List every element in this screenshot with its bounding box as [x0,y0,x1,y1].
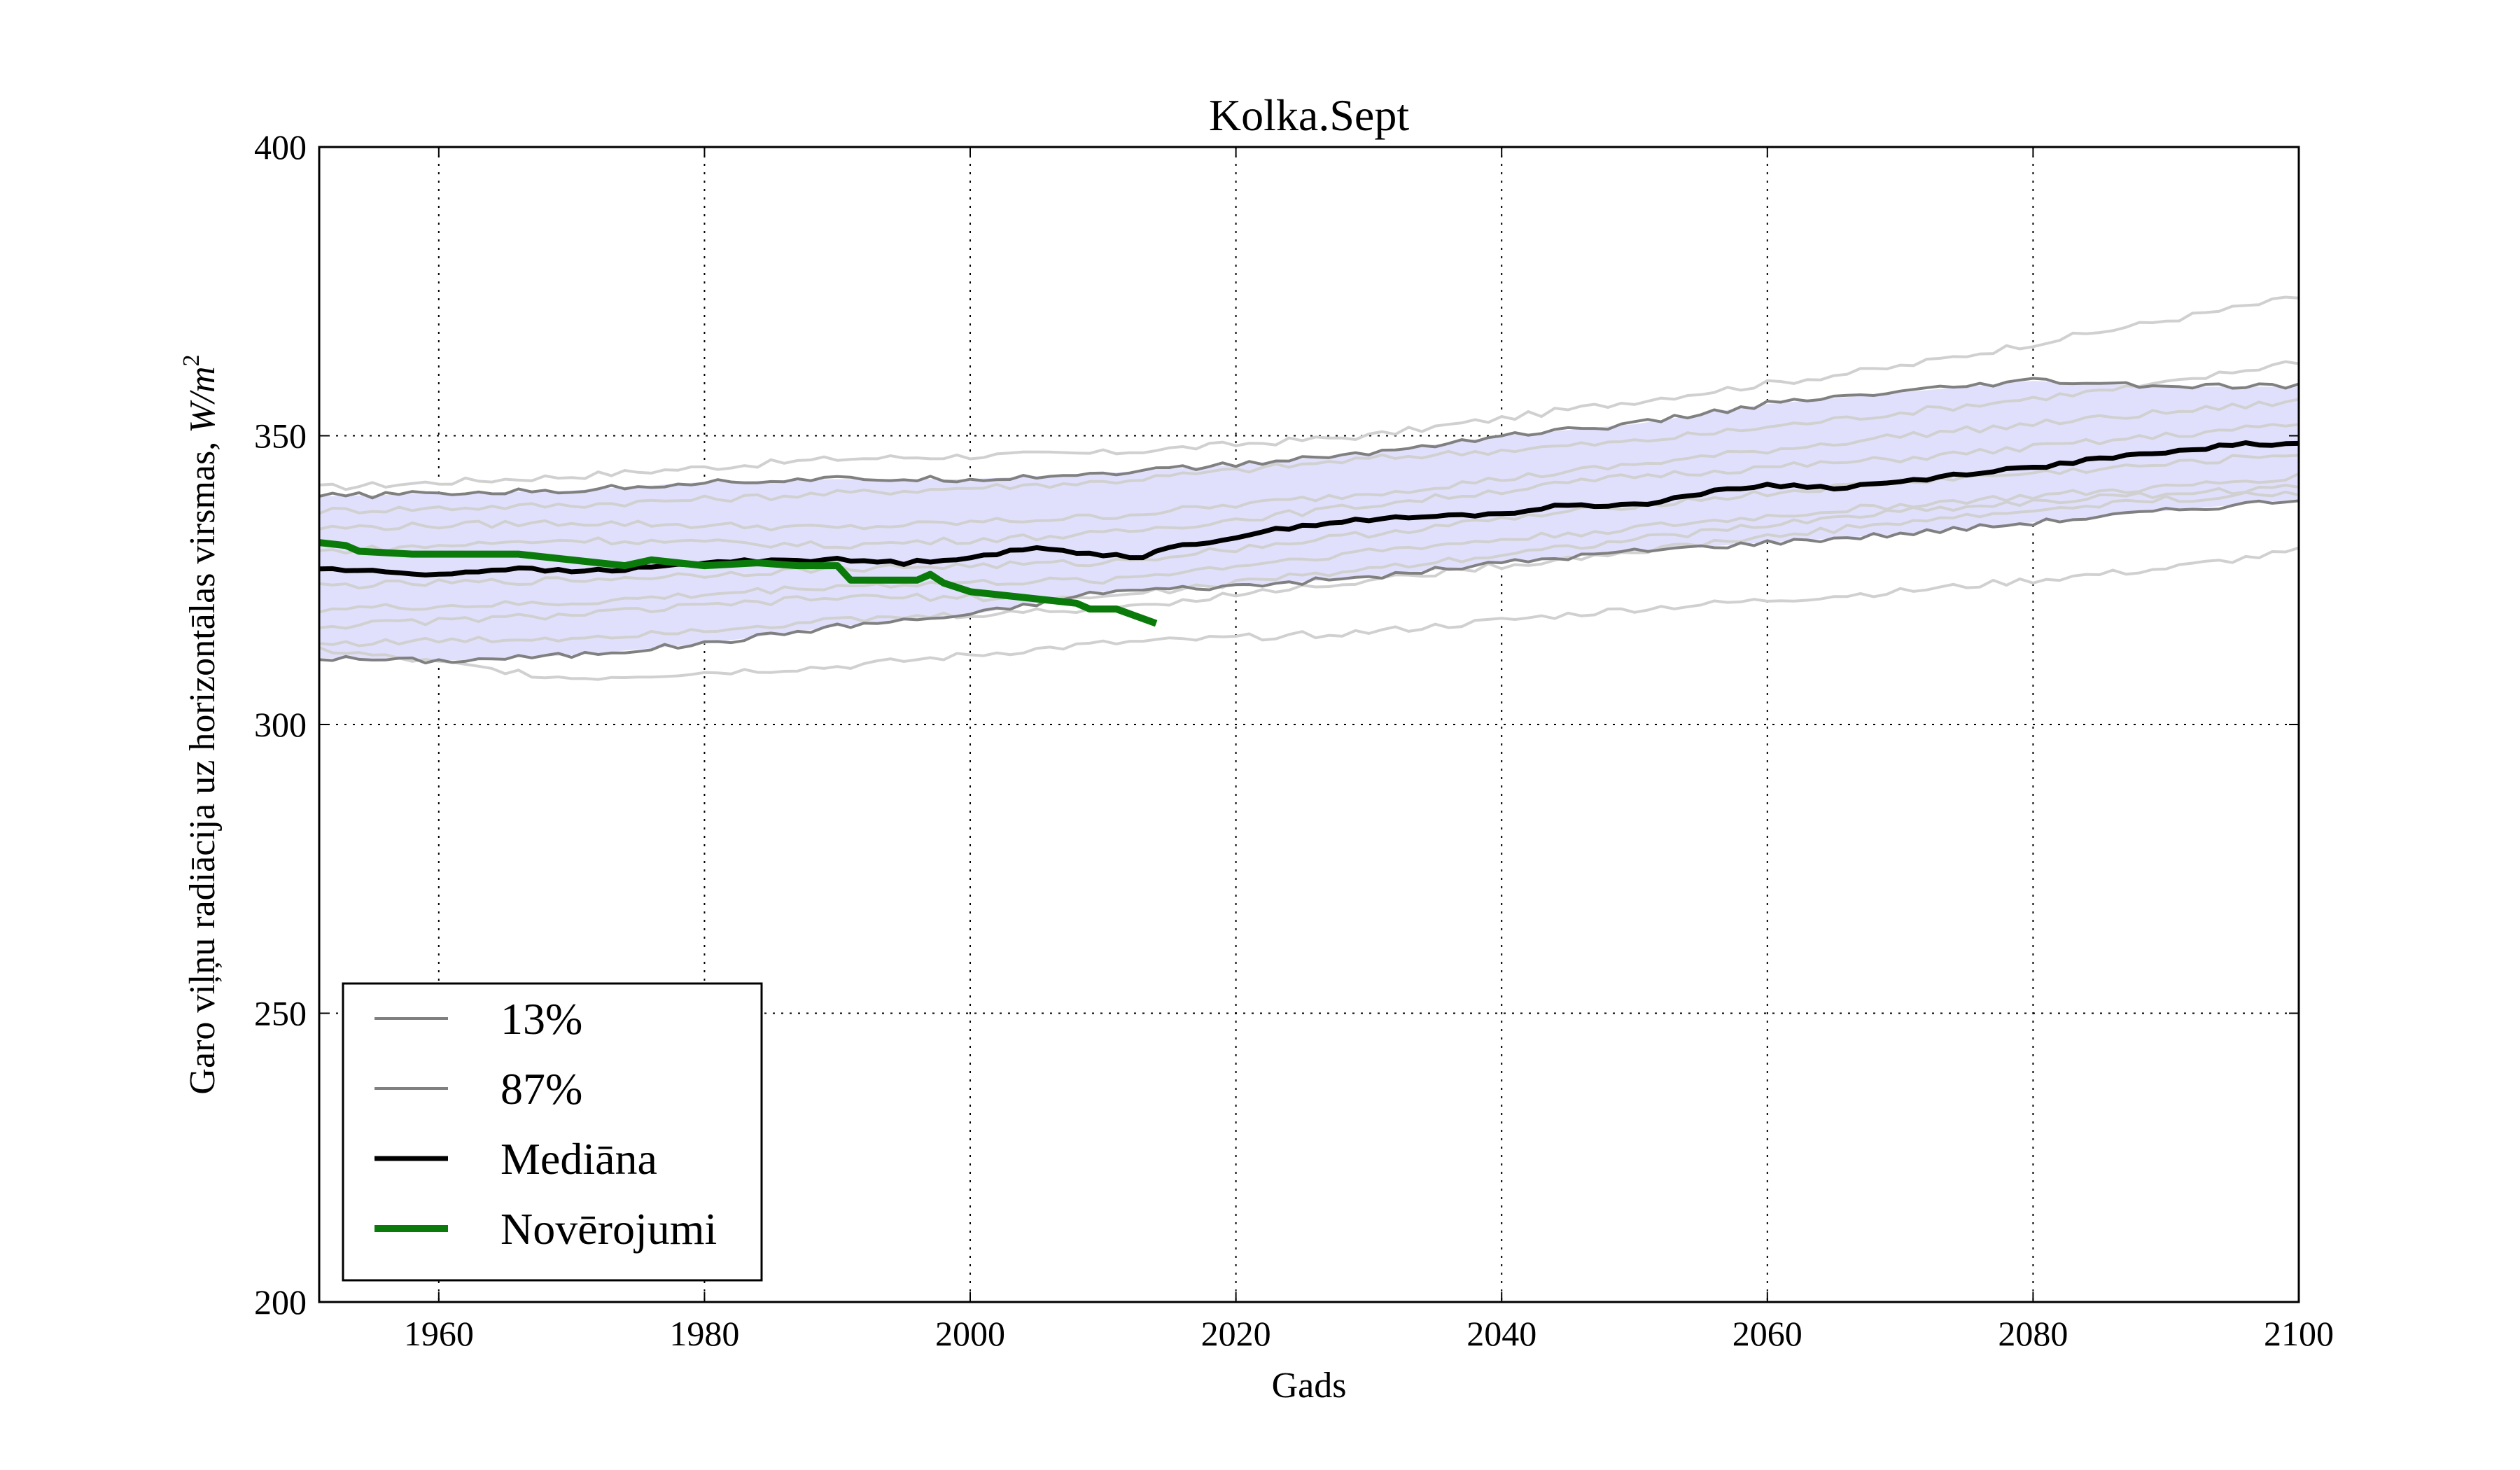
x-tick-label-7: 2100 [2264,1314,2334,1353]
x-tick-label-4: 2040 [1466,1314,1536,1353]
ensemble-line-1 [319,360,2299,515]
y-tick-label-0: 200 [254,1282,307,1322]
y-axis-label-text: Garo viļņu radiācija uz horizontālas vir… [183,442,223,1095]
ensemble-line-0 [319,295,2299,491]
x-tick-label-5: 2060 [1732,1314,1802,1353]
observations-line [319,539,1158,627]
percentile-87-line [319,377,2299,500]
tick-labels: 1960 1980 2000 2020 2040 2060 2080 2100 200 250 30… [254,127,2334,1353]
x-tick-label-6: 2080 [1998,1314,2068,1353]
x-axis-label: Gads [1272,1366,1347,1406]
ensemble-line-6 [319,484,2299,630]
x-tick-label-0: 1960 [404,1314,474,1353]
chart-title: Kolka.Sept [1209,90,1409,140]
legend: 13% 87% Mediāna Novērojumi [342,982,763,1282]
y-tick-label-3: 350 [254,416,307,456]
ticks [319,146,2300,1303]
legend-label-2: Mediāna [500,1134,657,1184]
y-tick-label-2: 300 [254,705,307,744]
ensemble-line-3 [319,423,2299,555]
x-tick-label-2: 2000 [935,1314,1005,1353]
y-axis-label-unit: W/m [183,366,223,433]
ensemble-line-2 [319,398,2299,532]
series-layer [319,295,2299,681]
legend-label-0: 13% [500,994,582,1044]
y-axis-label-unit-exponent: 2 [178,354,204,366]
ensemble-line-7 [319,490,2299,648]
legend-label-3: Novērojumi [500,1204,717,1254]
x-tick-label-1: 1980 [669,1314,739,1353]
legend-label-1: 87% [500,1064,582,1114]
percentile-13-line [319,499,2299,665]
legend-entries: 13% 87% Mediāna Novērojumi [374,994,717,1254]
y-axis-label: Garo viļņu radiācija uz horizontālas vir… [178,354,223,1094]
ensemble-line-8 [319,546,2299,681]
x-tick-label-3: 2020 [1201,1314,1271,1353]
median-line [319,440,2299,578]
y-tick-label-1: 250 [254,994,307,1033]
ensemble-line-5 [319,472,2299,614]
y-tick-label-4: 400 [254,127,307,167]
